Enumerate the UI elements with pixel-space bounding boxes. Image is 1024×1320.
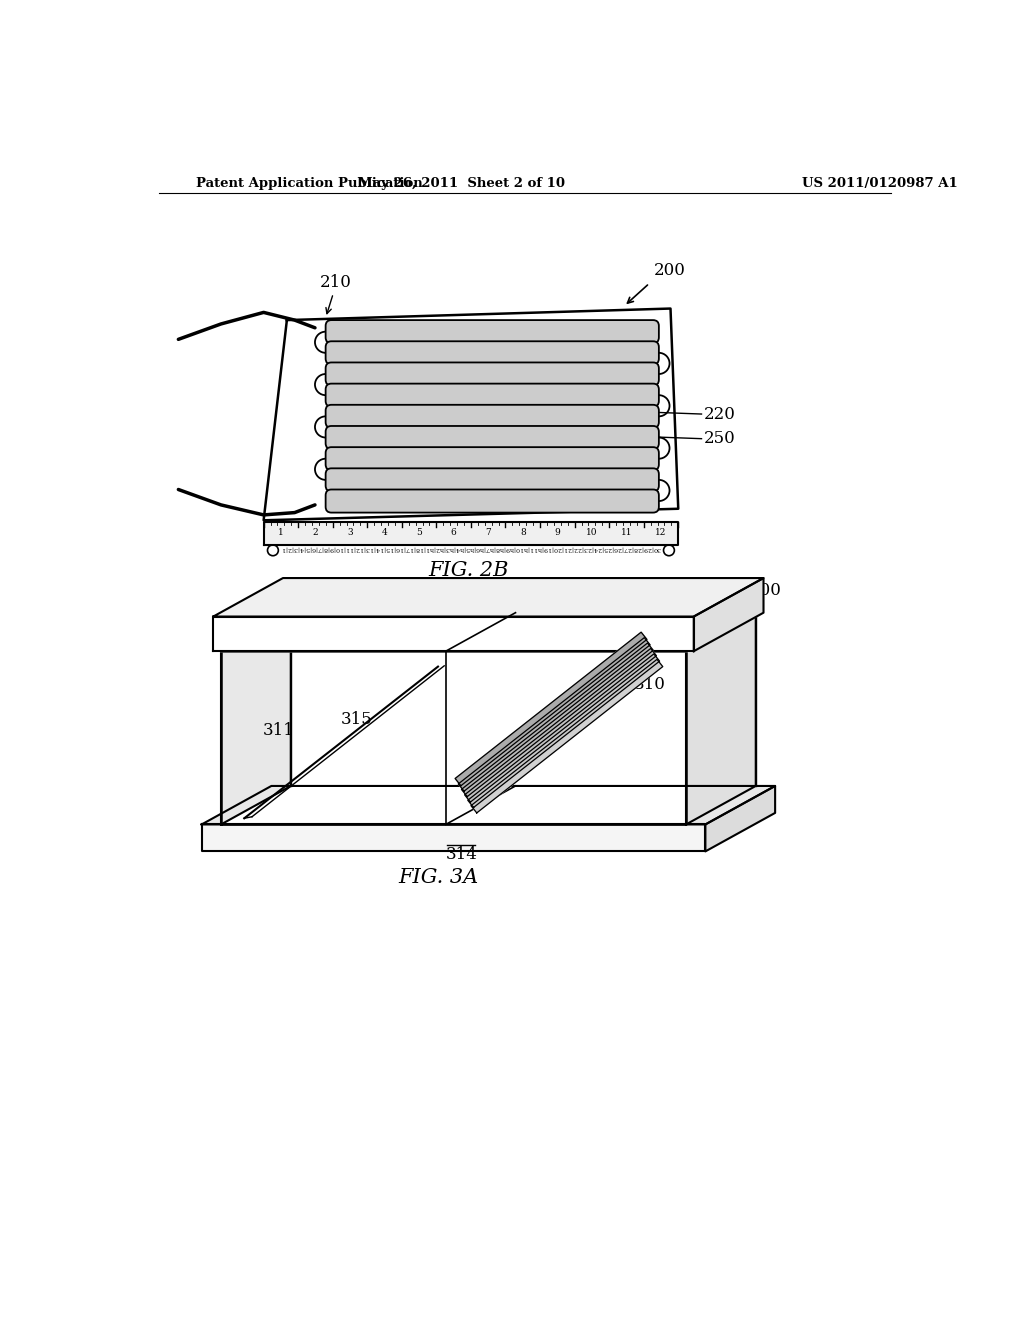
Text: 7: 7 (485, 528, 492, 537)
Text: 311: 311 (263, 722, 295, 739)
Text: 3: 3 (347, 528, 353, 537)
Text: May 26, 2011  Sheet 2 of 10: May 26, 2011 Sheet 2 of 10 (357, 177, 565, 190)
Polygon shape (263, 309, 678, 520)
FancyBboxPatch shape (326, 342, 658, 364)
Polygon shape (221, 612, 291, 825)
Polygon shape (455, 632, 647, 785)
Text: 1: 1 (279, 528, 284, 537)
Text: 11: 11 (621, 528, 632, 537)
Text: 200: 200 (653, 263, 685, 280)
Text: Patent Application Publication: Patent Application Publication (197, 177, 423, 190)
Text: 220: 220 (703, 405, 735, 422)
Polygon shape (202, 825, 706, 851)
Polygon shape (213, 616, 693, 651)
FancyBboxPatch shape (326, 490, 658, 512)
Text: 315: 315 (341, 711, 373, 729)
Text: FIG. 2B: FIG. 2B (429, 561, 509, 579)
Polygon shape (462, 643, 653, 796)
Polygon shape (693, 578, 764, 651)
Polygon shape (221, 651, 686, 825)
Polygon shape (459, 638, 650, 791)
Polygon shape (263, 521, 678, 545)
Polygon shape (686, 612, 756, 825)
Text: 6: 6 (451, 528, 457, 537)
Text: 5: 5 (416, 528, 422, 537)
Text: FIG. 3A: FIG. 3A (398, 869, 478, 887)
FancyBboxPatch shape (326, 321, 658, 343)
Polygon shape (706, 785, 775, 851)
Polygon shape (468, 653, 659, 808)
Polygon shape (213, 578, 764, 616)
Text: US 2011/0120987 A1: US 2011/0120987 A1 (802, 177, 958, 190)
Text: 8: 8 (520, 528, 525, 537)
Text: 313: 313 (437, 624, 469, 642)
Text: 300: 300 (750, 582, 781, 599)
FancyBboxPatch shape (326, 447, 658, 470)
Text: 30|29|28|27|26|25|24|23|22|21|20|19|h11|h10|h9|h8|h7|h6|h5|h4|h3|h2|h1|18|17|16|: 30|29|28|27|26|25|24|23|22|21|20|19|h11|… (281, 546, 660, 552)
Text: 250: 250 (703, 430, 735, 447)
FancyBboxPatch shape (326, 469, 658, 491)
Polygon shape (202, 785, 775, 825)
Text: 210: 210 (321, 273, 352, 290)
Text: 12: 12 (655, 528, 667, 537)
FancyBboxPatch shape (326, 426, 658, 449)
FancyBboxPatch shape (326, 363, 658, 385)
Text: 2: 2 (312, 528, 318, 537)
Text: 9: 9 (554, 528, 560, 537)
Text: 310: 310 (634, 676, 666, 693)
FancyBboxPatch shape (326, 384, 658, 407)
Text: 10: 10 (586, 528, 598, 537)
FancyBboxPatch shape (326, 405, 658, 428)
Text: 4: 4 (382, 528, 387, 537)
Polygon shape (471, 660, 663, 813)
Text: 314: 314 (445, 846, 477, 863)
Polygon shape (465, 648, 656, 803)
